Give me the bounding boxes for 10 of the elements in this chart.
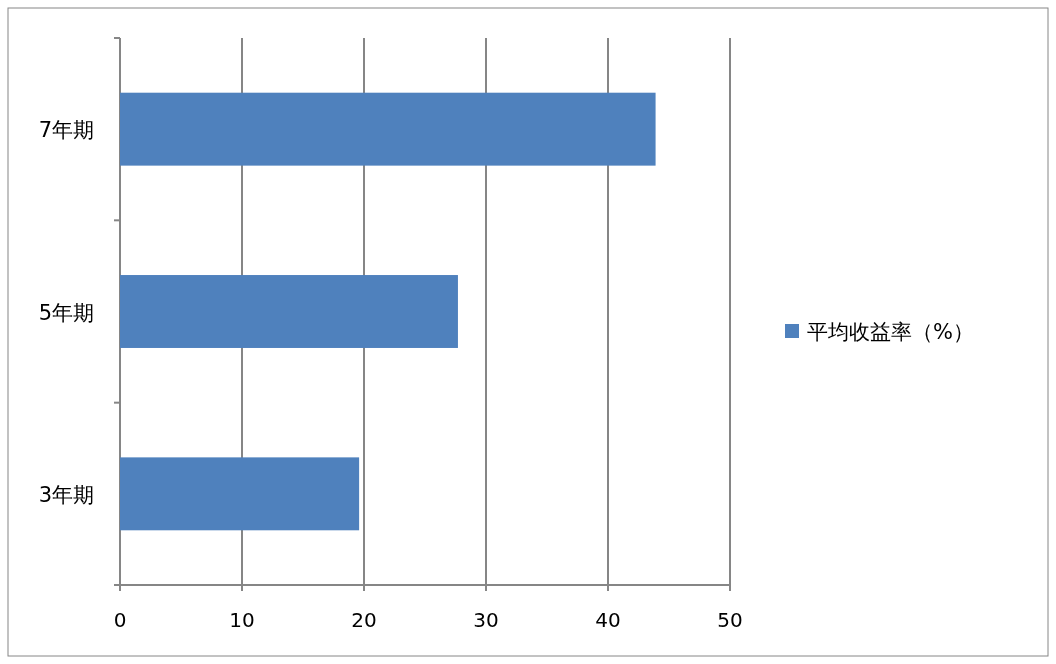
x-tick-label: 50 — [717, 608, 743, 632]
y-tick-label: 3年期 — [38, 482, 94, 507]
legend-label: 平均收益率（%） — [807, 320, 974, 344]
y-tick-label: 5年期 — [38, 300, 94, 325]
x-tick-label: 20 — [351, 608, 377, 632]
x-tick-label: 0 — [113, 608, 127, 632]
x-tick-label: 30 — [473, 608, 499, 632]
y-tick-label: 7年期 — [38, 118, 94, 143]
x-tick-label: 10 — [229, 608, 255, 632]
x-tick-label: 40 — [595, 608, 621, 632]
